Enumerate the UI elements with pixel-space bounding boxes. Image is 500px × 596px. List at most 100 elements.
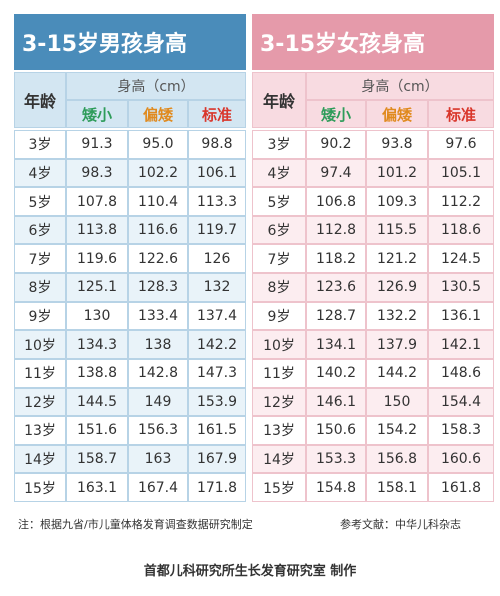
value-cell: 91.3 — [66, 130, 128, 159]
value-cell: 101.2 — [366, 158, 428, 188]
value-cell: 153.9 — [188, 387, 246, 417]
value-cell: 167.9 — [188, 444, 246, 474]
value-cell: 126 — [188, 244, 246, 274]
column-header: 标准 — [428, 100, 494, 128]
value-cell: 124.5 — [428, 244, 494, 274]
value-cell: 128.7 — [306, 301, 366, 331]
age-cell: 4岁 — [252, 158, 306, 188]
value-cell: 153.3 — [306, 444, 366, 474]
age-cell: 5岁 — [252, 187, 306, 216]
value-cell: 97.4 — [306, 158, 366, 188]
value-cell: 154.4 — [428, 387, 494, 417]
value-cell: 118.2 — [306, 244, 366, 274]
value-cell: 130 — [66, 301, 128, 331]
age-cell: 12岁 — [252, 387, 306, 417]
age-cell: 6岁 — [252, 215, 306, 245]
value-cell: 140.2 — [306, 358, 366, 388]
value-cell: 95.0 — [128, 130, 188, 159]
value-cell: 90.2 — [306, 130, 366, 159]
value-cell: 142.1 — [428, 330, 494, 359]
footer-reference: 参考文献：中华儿科杂志 — [340, 518, 461, 531]
value-cell: 150 — [366, 387, 428, 417]
value-cell: 154.8 — [306, 473, 366, 502]
age-cell: 8岁 — [252, 273, 306, 302]
value-cell: 160.6 — [428, 444, 494, 474]
value-cell: 171.8 — [188, 473, 246, 502]
age-cell: 10岁 — [14, 330, 66, 359]
value-cell: 121.2 — [366, 244, 428, 274]
column-header: 矮小 — [66, 100, 128, 128]
value-cell: 147.3 — [188, 358, 246, 388]
value-cell: 149 — [128, 387, 188, 417]
footer-credit: 首都儿科研究所生长发育研究室 制作 — [143, 564, 357, 579]
age-cell: 7岁 — [14, 244, 66, 274]
value-cell: 107.8 — [66, 187, 128, 216]
column-header: 偏矮 — [128, 100, 188, 128]
value-cell: 93.8 — [366, 130, 428, 159]
value-cell: 163.1 — [66, 473, 128, 502]
value-cell: 125.1 — [66, 273, 128, 302]
value-cell: 113.3 — [188, 187, 246, 216]
age-cell: 11岁 — [14, 358, 66, 388]
age-cell: 10岁 — [252, 330, 306, 359]
age-cell: 5岁 — [14, 187, 66, 216]
value-cell: 158.1 — [366, 473, 428, 502]
value-cell: 138 — [128, 330, 188, 359]
value-cell: 163 — [128, 444, 188, 474]
value-cell: 119.6 — [66, 244, 128, 274]
value-cell: 148.6 — [428, 358, 494, 388]
age-cell: 7岁 — [252, 244, 306, 274]
value-cell: 126.9 — [366, 273, 428, 302]
value-cell: 116.6 — [128, 215, 188, 245]
column-header: 标准 — [188, 100, 246, 128]
age-cell: 9岁 — [252, 301, 306, 331]
value-cell: 110.4 — [128, 187, 188, 216]
value-cell: 128.3 — [128, 273, 188, 302]
age-cell: 14岁 — [14, 444, 66, 474]
value-cell: 136.1 — [428, 301, 494, 331]
value-cell: 150.6 — [306, 416, 366, 445]
value-cell: 113.8 — [66, 215, 128, 245]
value-cell: 130.5 — [428, 273, 494, 302]
value-cell: 106.1 — [188, 158, 246, 188]
value-cell: 161.8 — [428, 473, 494, 502]
age-cell: 3岁 — [14, 130, 66, 159]
height-header: 身高（cm） — [66, 72, 246, 100]
age-cell: 8岁 — [14, 273, 66, 302]
column-header: 偏矮 — [366, 100, 428, 128]
age-cell: 13岁 — [14, 416, 66, 445]
value-cell: 158.7 — [66, 444, 128, 474]
value-cell: 134.1 — [306, 330, 366, 359]
value-cell: 123.6 — [306, 273, 366, 302]
value-cell: 106.8 — [306, 187, 366, 216]
age-cell: 4岁 — [14, 158, 66, 188]
value-cell: 105.1 — [428, 158, 494, 188]
value-cell: 98.3 — [66, 158, 128, 188]
value-cell: 119.7 — [188, 215, 246, 245]
value-cell: 142.2 — [188, 330, 246, 359]
age-cell: 9岁 — [14, 301, 66, 331]
age-cell: 13岁 — [252, 416, 306, 445]
value-cell: 144.2 — [366, 358, 428, 388]
value-cell: 161.5 — [188, 416, 246, 445]
height-header: 身高（cm） — [306, 72, 494, 100]
age-cell: 3岁 — [252, 130, 306, 159]
value-cell: 122.6 — [128, 244, 188, 274]
value-cell: 134.3 — [66, 330, 128, 359]
value-cell: 115.5 — [366, 215, 428, 245]
age-header: 年龄 — [252, 72, 306, 128]
age-cell: 6岁 — [14, 215, 66, 245]
value-cell: 156.3 — [128, 416, 188, 445]
value-cell: 137.9 — [366, 330, 428, 359]
value-cell: 137.4 — [188, 301, 246, 331]
value-cell: 112.2 — [428, 187, 494, 216]
value-cell: 138.8 — [66, 358, 128, 388]
value-cell: 132.2 — [366, 301, 428, 331]
value-cell: 97.6 — [428, 130, 494, 159]
value-cell: 154.2 — [366, 416, 428, 445]
value-cell: 98.8 — [188, 130, 246, 159]
value-cell: 167.4 — [128, 473, 188, 502]
value-cell: 151.6 — [66, 416, 128, 445]
value-cell: 144.5 — [66, 387, 128, 417]
value-cell: 133.4 — [128, 301, 188, 331]
